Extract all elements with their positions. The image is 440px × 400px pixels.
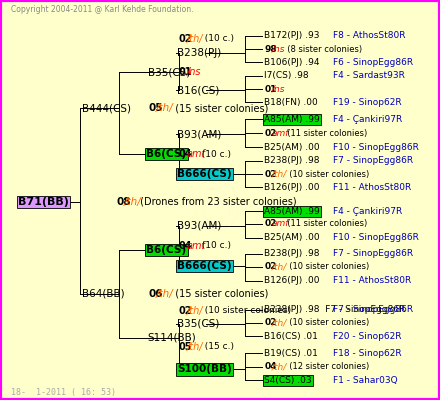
Text: F19 - Sinop62R: F19 - Sinop62R [333, 98, 401, 107]
Text: (11 sister colonies): (11 sister colonies) [282, 220, 367, 228]
Text: B666(CS): B666(CS) [177, 261, 232, 271]
Text: 01: 01 [264, 85, 277, 94]
Text: 02: 02 [264, 262, 277, 272]
Text: B172(PJ) .93: B172(PJ) .93 [264, 31, 320, 40]
Text: B126(PJ) .00: B126(PJ) .00 [264, 183, 320, 192]
Text: /ns: /ns [272, 45, 286, 54]
Text: B6(CS): B6(CS) [147, 245, 187, 255]
Text: B238(PJ) .98  F7 - SinopEgg86R: B238(PJ) .98 F7 - SinopEgg86R [264, 305, 406, 314]
Text: 05: 05 [149, 103, 163, 113]
Text: Copyright 2004-2011 @ Karl Kehde Foundation.: Copyright 2004-2011 @ Karl Kehde Foundat… [11, 5, 194, 14]
Text: 04: 04 [179, 241, 192, 251]
Text: /ns: /ns [272, 85, 286, 94]
Text: B19(CS) .01: B19(CS) .01 [264, 349, 318, 358]
Text: (11 sister colonies): (11 sister colonies) [282, 128, 367, 138]
Text: 98: 98 [264, 45, 277, 54]
Text: B238(PJ) .98: B238(PJ) .98 [264, 156, 320, 166]
Text: (10 c.): (10 c.) [199, 34, 234, 43]
Text: (Drones from 23 sister colonies): (Drones from 23 sister colonies) [137, 197, 296, 207]
Text: S100(BB): S100(BB) [177, 364, 232, 374]
Text: (15 sister colonies): (15 sister colonies) [169, 289, 268, 299]
Text: (8 sister colonies): (8 sister colonies) [282, 45, 362, 54]
Text: /th/: /th/ [272, 318, 287, 327]
Text: I7(CS) .98: I7(CS) .98 [264, 71, 309, 80]
Text: F10 - SinopEgg86R: F10 - SinopEgg86R [333, 233, 419, 242]
Text: F6 - SinopEgg86R: F6 - SinopEgg86R [333, 58, 413, 67]
Text: /ns: /ns [186, 67, 201, 77]
Text: F4 - Sardast93R: F4 - Sardast93R [333, 71, 405, 80]
Text: /th/: /th/ [156, 103, 174, 113]
Text: (10 sister colonies): (10 sister colonies) [285, 170, 370, 178]
Text: (15 c.): (15 c.) [199, 342, 234, 351]
Text: S114(BB): S114(BB) [148, 332, 196, 342]
Text: 01: 01 [179, 67, 192, 77]
Text: B666(CS): B666(CS) [177, 169, 232, 179]
Text: amf: amf [186, 241, 205, 251]
Text: B106(PJ) .94: B106(PJ) .94 [264, 58, 320, 67]
Text: B18(FN) .00: B18(FN) .00 [264, 98, 318, 107]
Text: 04: 04 [179, 149, 192, 159]
Text: F7 - SinopEgg86R: F7 - SinopEgg86R [333, 305, 413, 314]
Text: 18-  1-2011 ( 16: 53): 18- 1-2011 ( 16: 53) [11, 388, 117, 397]
Text: (15 sister colonies): (15 sister colonies) [169, 103, 268, 113]
Text: 04: 04 [264, 362, 277, 371]
Text: /th/: /th/ [124, 197, 142, 207]
Text: 02: 02 [264, 220, 277, 228]
Text: B238(PJ) .98: B238(PJ) .98 [264, 249, 320, 258]
Text: F4 - Çankiri97R: F4 - Çankiri97R [333, 207, 402, 216]
Text: B25(AM) .00: B25(AM) .00 [264, 143, 320, 152]
Text: B444(CS): B444(CS) [82, 103, 131, 113]
Text: S4(CS) .03: S4(CS) .03 [264, 376, 312, 385]
Text: B6(CS): B6(CS) [147, 149, 187, 159]
Text: /th/: /th/ [272, 262, 287, 272]
Text: F11 - AthosSt80R: F11 - AthosSt80R [333, 276, 411, 285]
Text: amf: amf [272, 128, 290, 138]
Text: /th/: /th/ [186, 342, 203, 352]
Text: 05: 05 [179, 342, 192, 352]
Text: B71(BB): B71(BB) [18, 197, 69, 207]
Text: B93(AM): B93(AM) [177, 221, 222, 231]
Text: /th/: /th/ [186, 306, 203, 316]
Text: 02: 02 [179, 306, 192, 316]
Text: F18 - Sinop62R: F18 - Sinop62R [333, 349, 401, 358]
Text: amf: amf [186, 149, 205, 159]
Text: 06: 06 [149, 289, 163, 299]
Text: B16(CS): B16(CS) [177, 85, 220, 95]
Text: (10 sister colonies): (10 sister colonies) [199, 306, 291, 315]
Text: F8 - AthosSt80R: F8 - AthosSt80R [333, 31, 405, 40]
Text: amf: amf [272, 220, 290, 228]
Text: F11 - AthosSt80R: F11 - AthosSt80R [333, 183, 411, 192]
Text: (10 c.): (10 c.) [196, 150, 231, 159]
Text: 02: 02 [264, 318, 277, 327]
Text: F4 - Çankiri97R: F4 - Çankiri97R [333, 115, 402, 124]
Text: /th/: /th/ [156, 289, 174, 299]
Text: 02: 02 [264, 128, 277, 138]
Text: F20 - Sinop62R: F20 - Sinop62R [333, 332, 401, 341]
Text: B35(CS): B35(CS) [177, 318, 220, 328]
Text: B64(BB): B64(BB) [82, 289, 125, 299]
Text: /th/: /th/ [272, 362, 287, 371]
Text: B93(AM): B93(AM) [177, 129, 222, 139]
Text: B16(CS) .01: B16(CS) .01 [264, 332, 318, 341]
Text: F7 - SinopEgg86R: F7 - SinopEgg86R [333, 249, 413, 258]
Text: F7 - SinopEgg86R: F7 - SinopEgg86R [333, 156, 413, 166]
Text: /th/: /th/ [272, 170, 287, 178]
Text: (12 sister colonies): (12 sister colonies) [285, 362, 370, 371]
Text: 02: 02 [179, 34, 192, 44]
Text: F1 - Sahar03Q: F1 - Sahar03Q [333, 376, 397, 385]
Text: 08: 08 [117, 197, 131, 207]
Text: F10 - SinopEgg86R: F10 - SinopEgg86R [333, 143, 419, 152]
Text: B238(PJ): B238(PJ) [177, 48, 221, 58]
Text: /th/: /th/ [186, 34, 203, 44]
Text: B25(AM) .00: B25(AM) .00 [264, 233, 320, 242]
Text: A85(AM) .99: A85(AM) .99 [264, 115, 320, 124]
Text: (10 c.): (10 c.) [196, 241, 231, 250]
Text: B126(PJ) .00: B126(PJ) .00 [264, 276, 320, 285]
Text: (10 sister colonies): (10 sister colonies) [285, 318, 370, 327]
Text: B35(CS): B35(CS) [148, 68, 190, 78]
Text: 02: 02 [264, 170, 277, 178]
Text: (10 sister colonies): (10 sister colonies) [285, 262, 370, 272]
Text: A85(AM) .99: A85(AM) .99 [264, 207, 320, 216]
